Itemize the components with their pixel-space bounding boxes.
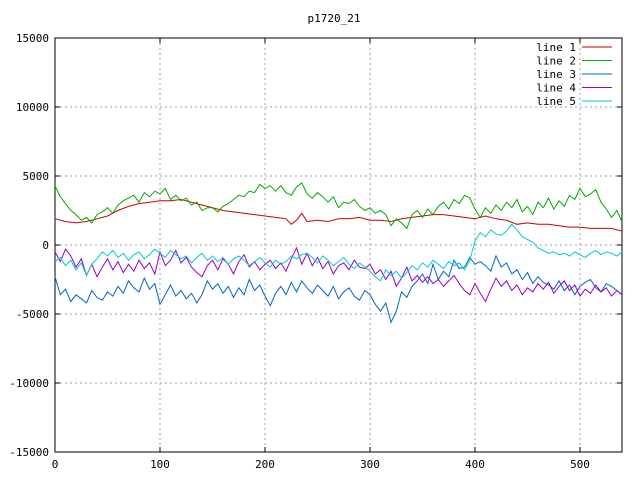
x-tick-label: 100 — [150, 458, 170, 471]
y-tick-label: -10000 — [9, 377, 49, 390]
y-tick-label: 10000 — [16, 101, 49, 114]
grid — [55, 38, 622, 452]
series-line-2 — [54, 182, 623, 230]
y-tick-label: 15000 — [16, 32, 49, 45]
x-tick-label: 200 — [255, 458, 275, 471]
y-tick-label: -15000 — [9, 446, 49, 459]
x-tick-label: 400 — [465, 458, 485, 471]
legend-label-5: line 5 — [536, 95, 576, 108]
legend-label-3: line 3 — [536, 68, 576, 81]
x-tick-label: 500 — [570, 458, 590, 471]
legend-label-2: line 2 — [536, 55, 576, 68]
x-tick-label: 0 — [52, 458, 59, 471]
series-line-4 — [54, 246, 623, 303]
x-tick-label: 300 — [360, 458, 380, 471]
series-line-3 — [54, 254, 623, 324]
legend-label-4: line 4 — [536, 82, 576, 95]
y-tick-label: -5000 — [16, 308, 49, 321]
axes — [54, 37, 623, 453]
legend-label-1: line 1 — [536, 41, 576, 54]
tick-labels: 0 100 200 300 400 500 -15000 -10000 -5000 0 5000 10… — [9, 32, 590, 471]
y-tick-label: 5000 — [23, 170, 50, 183]
series-group — [54, 182, 623, 324]
series-line-5 — [54, 223, 623, 282]
y-tick-label: 0 — [42, 239, 49, 252]
chart-title: p1720_21 — [308, 12, 361, 25]
series-line-1 — [54, 198, 623, 232]
